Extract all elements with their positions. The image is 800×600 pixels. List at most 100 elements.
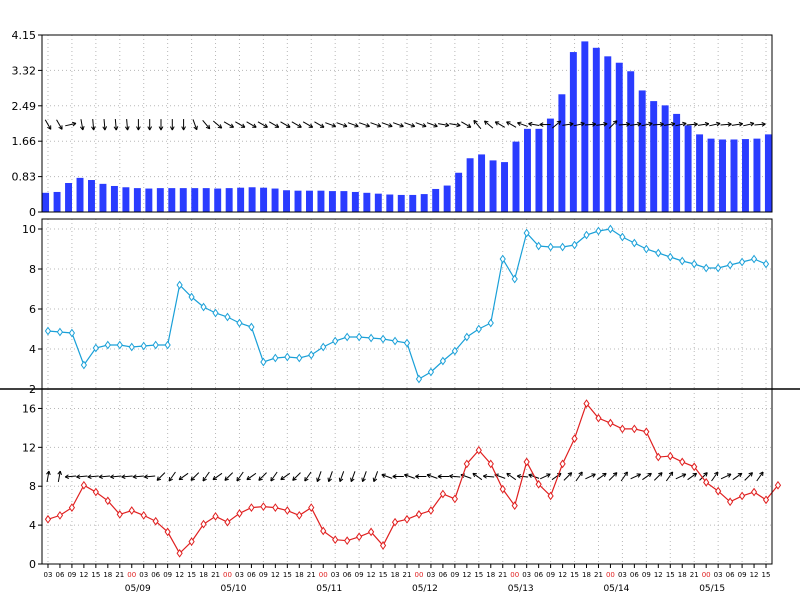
wind-arrow bbox=[292, 472, 301, 481]
wind-arrow-shaft bbox=[246, 472, 257, 481]
wind-arrow-head bbox=[516, 475, 521, 479]
wind-arrow bbox=[756, 471, 764, 482]
wind-arrow-shaft bbox=[675, 473, 686, 480]
hour-tick-label: 03 bbox=[331, 571, 340, 579]
data-point bbox=[667, 451, 674, 461]
red-line-series bbox=[44, 399, 782, 558]
wind-arrow-head bbox=[626, 123, 631, 127]
wind-arrow bbox=[449, 473, 461, 479]
wind-arrow bbox=[280, 121, 291, 128]
hour-tick-label: 09 bbox=[67, 571, 76, 579]
hour-tick-label: 06 bbox=[726, 571, 735, 579]
wind-arrow-shaft bbox=[484, 120, 494, 129]
wind-arrow bbox=[350, 471, 356, 483]
wind-arrow-head bbox=[196, 125, 198, 130]
wind-arrow-shaft bbox=[608, 120, 618, 129]
wind-arrow-shaft bbox=[461, 121, 472, 128]
data-point bbox=[403, 514, 411, 524]
wind-arrow bbox=[147, 119, 153, 131]
bar bbox=[271, 188, 279, 212]
wind-arrow-shaft bbox=[373, 471, 379, 482]
wind-arrow-head bbox=[603, 121, 608, 125]
wind-arrow-shaft bbox=[144, 475, 156, 478]
bar bbox=[283, 190, 291, 212]
hour-tick-label: 03 bbox=[426, 571, 435, 579]
hour-tick-label: 09 bbox=[355, 571, 364, 579]
data-point bbox=[260, 502, 267, 511]
wind-arrow-head bbox=[328, 478, 332, 483]
hour-tick-label: 09 bbox=[738, 571, 747, 579]
wind-arrow-shaft bbox=[756, 471, 764, 482]
wind-arrow bbox=[641, 121, 653, 127]
bar bbox=[374, 193, 382, 212]
wind-arrow-head bbox=[392, 476, 397, 479]
wind-arrow-head bbox=[437, 476, 442, 479]
data-point bbox=[128, 506, 135, 515]
wind-arrow-head bbox=[236, 478, 241, 482]
wind-arrow-head bbox=[637, 473, 641, 478]
wind-arrow bbox=[754, 122, 766, 127]
wind-arrow bbox=[64, 474, 77, 480]
wind-arrow-head bbox=[219, 124, 223, 129]
wind-arrow-head bbox=[343, 123, 348, 127]
wind-arrow-head bbox=[156, 476, 159, 481]
wind-arrow-head bbox=[759, 471, 764, 475]
bar bbox=[88, 180, 95, 212]
wind-arrow bbox=[102, 119, 108, 131]
wind-arrow-shaft bbox=[224, 472, 234, 481]
wind-arrow bbox=[121, 474, 133, 480]
data-point bbox=[475, 324, 482, 334]
data-point bbox=[487, 459, 494, 469]
wind-arrow bbox=[494, 121, 506, 128]
wind-arrow bbox=[280, 472, 291, 481]
date-label: 05/15 bbox=[699, 584, 725, 594]
wind-arrow-head bbox=[660, 472, 663, 477]
wind-arrow-shaft bbox=[268, 121, 280, 128]
bar bbox=[741, 139, 749, 212]
bar bbox=[202, 188, 210, 212]
hour-tick-label: 12 bbox=[79, 571, 88, 579]
data-point bbox=[284, 506, 291, 515]
wind-arrow-head bbox=[693, 123, 698, 127]
y-tick-label: 16 bbox=[22, 402, 36, 415]
wind-arrow bbox=[575, 471, 583, 482]
wind-arrow-shaft bbox=[202, 471, 210, 482]
wind-arrow-shaft bbox=[156, 472, 166, 481]
bar bbox=[478, 154, 486, 212]
data-point bbox=[703, 263, 710, 273]
wind-arrow bbox=[136, 119, 141, 131]
wind-arrow-head bbox=[339, 478, 344, 483]
wind-arrow bbox=[743, 121, 755, 127]
bar bbox=[237, 187, 245, 212]
data-point bbox=[44, 514, 52, 524]
wind-arrow-head bbox=[615, 472, 618, 477]
hour-tick-label: 12 bbox=[654, 571, 663, 579]
wind-arrow bbox=[517, 121, 528, 127]
wind-arrow bbox=[291, 121, 302, 128]
y-tick-label: 10 bbox=[22, 223, 36, 236]
wind-arrow-head bbox=[149, 126, 153, 131]
hour-tick-label: 21 bbox=[690, 571, 699, 579]
data-point bbox=[727, 497, 734, 507]
hour-tick-label: 12 bbox=[367, 571, 376, 579]
data-point bbox=[535, 241, 542, 251]
wind-arrow-head bbox=[316, 477, 318, 482]
wind-arrow bbox=[608, 120, 618, 129]
data-point bbox=[224, 312, 231, 322]
panels-layer: 00.831.662.493.324.152468100481216 bbox=[0, 29, 800, 571]
wind-arrow-shaft bbox=[404, 474, 415, 479]
wind-arrow bbox=[246, 472, 257, 481]
bar bbox=[753, 138, 761, 212]
wind-arrow bbox=[562, 121, 574, 127]
wind-arrow-head bbox=[127, 126, 130, 131]
wind-arrow-head bbox=[64, 474, 69, 478]
bar bbox=[650, 101, 658, 212]
wind-arrow-shaft bbox=[235, 121, 246, 128]
data-point bbox=[463, 459, 470, 469]
wind-arrow-head bbox=[517, 122, 521, 127]
wind-arrow-head bbox=[683, 473, 687, 478]
y-tick-label: 6 bbox=[29, 303, 36, 316]
wind-arrow-head bbox=[82, 126, 85, 131]
hour-tick-label: 00 bbox=[702, 571, 711, 579]
hour-tick-label: 09 bbox=[450, 571, 459, 579]
